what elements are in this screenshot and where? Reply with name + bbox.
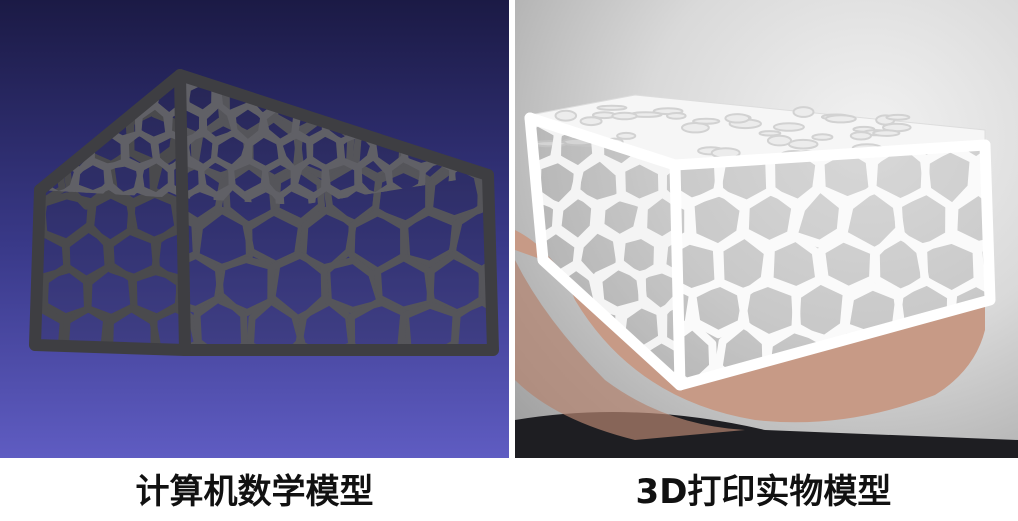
lattice-cell: [1003, 193, 1018, 253]
lattice-cell: [389, 50, 419, 87]
lattice-cell: [401, 78, 435, 114]
lattice-cell: [428, 348, 483, 408]
printed-model-photo: [515, 0, 1018, 458]
lattice-cell: [312, 78, 343, 114]
lattice-cell: [87, 35, 135, 86]
top-plate-hole: [693, 119, 719, 124]
top-plate-hole: [556, 111, 577, 121]
lattice-cell: [1001, 277, 1018, 337]
lattice-cell: [299, 35, 352, 88]
lattice-cell: [324, 52, 360, 85]
lattice-cell: [0, 350, 44, 393]
lattice-cell: [421, 106, 450, 142]
lattice-cell: [14, 51, 47, 89]
lattice-cell: [246, 30, 299, 85]
top-plate-hole: [873, 130, 899, 136]
lattice-cell: [451, 108, 484, 141]
lattice-cell: [484, 50, 509, 85]
top-plate-hole: [725, 114, 749, 122]
lattice-cell: [43, 106, 81, 138]
lattice-cell: [170, 350, 224, 406]
lattice-cell: [430, 79, 481, 134]
top-plate-hole: [789, 140, 818, 149]
lattice-cell: [43, 30, 88, 86]
lattice-cell: [59, 80, 93, 115]
printed-voronoi-box: [515, 0, 1018, 458]
lattice-cell: [353, 32, 406, 87]
lattice-cell: [378, 74, 434, 130]
lattice-cell: [0, 30, 45, 83]
top-plate-hole: [851, 132, 871, 139]
computer-model-viewport: [0, 0, 509, 458]
lattice-cell: [467, 131, 497, 167]
lattice-cell: [483, 74, 509, 139]
lattice-cell: [373, 77, 401, 117]
lattice-cell: [87, 349, 134, 399]
lattice-cell: [20, 73, 67, 127]
caption-computer-model: 计算机数学模型: [0, 470, 509, 514]
lattice-cell: [0, 115, 44, 160]
lattice-cell: [479, 105, 509, 143]
lattice-cell: [106, 51, 139, 91]
top-plate-hole: [617, 133, 635, 139]
top-plate-hole: [794, 107, 814, 117]
top-plate-hole: [760, 131, 781, 135]
lattice-cell: [342, 79, 373, 113]
lattice-cell: [436, 80, 466, 111]
lattice-cell: [94, 77, 125, 117]
lattice-cell: [30, 79, 61, 114]
top-plate-hole: [886, 115, 909, 120]
lattice-cell: [262, 49, 295, 84]
lattice-cell: [998, 368, 1018, 424]
lattice-cell: [420, 51, 452, 87]
caption-printed-model: 3D打印实物模型: [509, 470, 1018, 514]
lattice-cell: [450, 49, 482, 88]
lattice-cell: [232, 52, 266, 90]
lattice-cell: [61, 78, 113, 129]
lattice-cell: [79, 49, 108, 87]
lattice-cell: [465, 76, 498, 115]
top-plate-hole: [667, 113, 686, 119]
top-plate-hole: [581, 117, 602, 125]
top-plate-hole: [812, 134, 832, 140]
top-plate-hole: [768, 136, 791, 146]
lattice-cell: [293, 55, 325, 87]
top-plate-hole: [774, 123, 804, 131]
top-plate-hole: [826, 115, 856, 122]
lattice-cell: [16, 105, 48, 143]
lattice-cell: [323, 349, 381, 401]
lattice-cell: [457, 31, 506, 85]
lattice-cell: [28, 133, 62, 172]
top-plate-hole: [612, 113, 636, 120]
lattice-cell: [44, 52, 79, 88]
lattice-cell: [359, 53, 389, 87]
lattice-cell: [400, 29, 454, 88]
top-plate-hole: [597, 106, 626, 110]
lattice-cell: [387, 109, 421, 142]
lattice-cell: [1000, 95, 1018, 159]
voronoi-box-render: [0, 0, 509, 458]
